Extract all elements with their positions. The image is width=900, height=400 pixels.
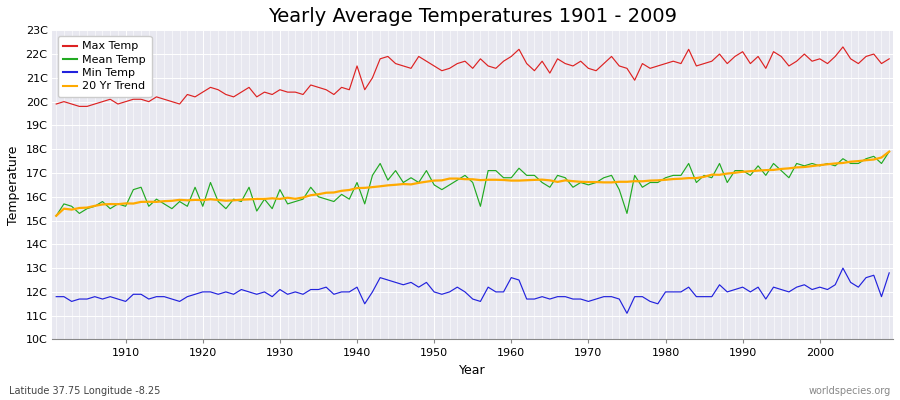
Y-axis label: Temperature: Temperature xyxy=(7,145,20,224)
X-axis label: Year: Year xyxy=(459,364,486,377)
Text: worldspecies.org: worldspecies.org xyxy=(809,386,891,396)
Text: Latitude 37.75 Longitude -8.25: Latitude 37.75 Longitude -8.25 xyxy=(9,386,160,396)
Legend: Max Temp, Mean Temp, Min Temp, 20 Yr Trend: Max Temp, Mean Temp, Min Temp, 20 Yr Tre… xyxy=(58,36,151,97)
Title: Yearly Average Temperatures 1901 - 2009: Yearly Average Temperatures 1901 - 2009 xyxy=(268,7,677,26)
